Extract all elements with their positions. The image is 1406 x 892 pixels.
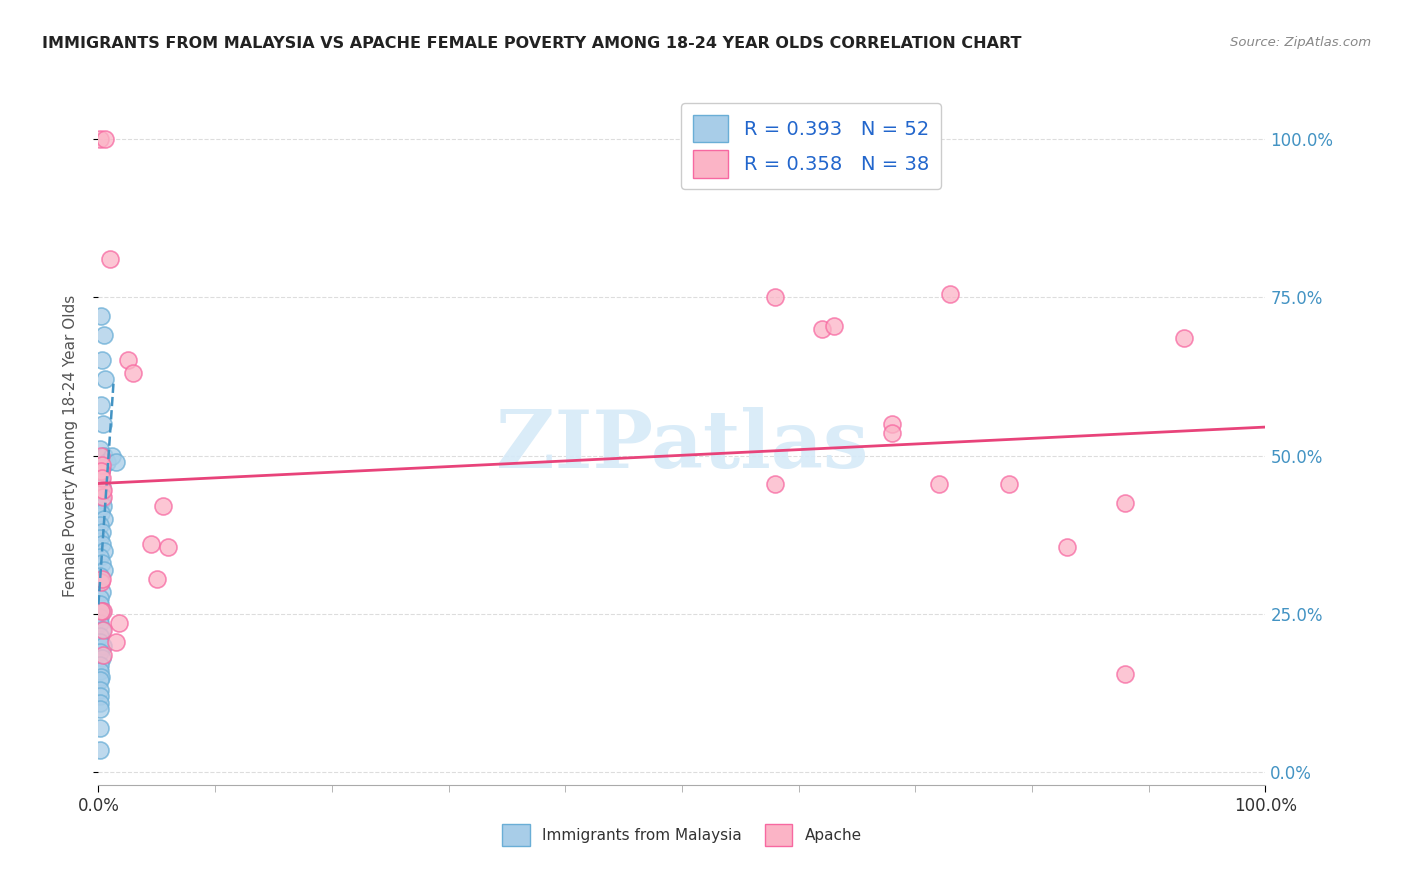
Point [91,648,114,662]
Point [997,477,1019,491]
Point [89,696,111,710]
Point [89,629,111,643]
Point [90,398,112,412]
Point [94,132,117,146]
Point [90,461,112,475]
Point [89,635,111,649]
Point [90,309,112,323]
Point [89,673,111,688]
Point [91,483,114,498]
Point [823,318,845,333]
Point [93,328,115,343]
Point [763,290,786,304]
Point [90,483,112,498]
Point [91,639,114,653]
Point [101,449,124,463]
Point [89,645,111,659]
Point [146,572,169,586]
Point [89,518,111,533]
Point [139,537,162,551]
Point [93,563,115,577]
Point [89,664,111,678]
Point [94,372,117,386]
Point [1114,496,1136,510]
Text: Source: ZipAtlas.com: Source: ZipAtlas.com [1230,36,1371,49]
Point [91,604,114,618]
Point [89,610,111,624]
Point [89,702,111,716]
Point [93,512,115,526]
Point [880,426,903,441]
Point [90,556,112,570]
Legend: Immigrants from Malaysia, Apache: Immigrants from Malaysia, Apache [496,818,868,852]
Point [90,670,112,684]
Point [90,449,112,463]
Point [90,464,112,478]
Point [89,569,111,583]
Point [90,584,112,599]
Point [939,287,962,301]
Point [93,543,115,558]
Point [90,524,112,539]
Point [90,506,112,520]
Point [91,623,114,637]
Point [96,455,118,469]
Text: ZIPatlas: ZIPatlas [496,407,868,485]
Point [89,132,111,146]
Point [90,480,112,494]
Point [89,616,111,631]
Point [90,575,112,590]
Point [89,657,111,672]
Text: IMMIGRANTS FROM MALAYSIA VS APACHE FEMALE POVERTY AMONG 18-24 YEAR OLDS CORRELAT: IMMIGRANTS FROM MALAYSIA VS APACHE FEMAL… [42,36,1022,51]
Point [89,690,111,704]
Point [90,623,112,637]
Point [89,531,111,545]
Point [763,477,786,491]
Point [89,575,111,590]
Point [89,467,111,482]
Point [90,537,112,551]
Point [1056,541,1078,555]
Point [880,417,903,431]
Point [89,682,111,697]
Point [93,449,115,463]
Point [90,651,112,665]
Point [90,458,112,472]
Y-axis label: Female Poverty Among 18-24 Year Olds: Female Poverty Among 18-24 Year Olds [63,295,77,597]
Point [89,591,111,605]
Point [89,549,111,564]
Point [1173,331,1195,345]
Point [122,366,145,380]
Point [89,743,111,757]
Point [90,572,112,586]
Point [89,442,111,457]
Point [104,455,127,469]
Point [928,477,950,491]
Point [89,486,111,500]
Point [90,464,112,478]
Point [89,721,111,735]
Point [90,604,112,618]
Point [1114,667,1136,681]
Point [811,322,834,336]
Point [104,635,127,649]
Point [98,252,121,266]
Point [90,604,112,618]
Point [90,353,112,368]
Point [157,541,180,555]
Point [89,598,111,612]
Point [90,492,112,507]
Point [90,474,112,488]
Point [90,471,112,485]
Point [152,499,174,513]
Point [117,353,139,368]
Point [91,417,114,431]
Point [91,499,114,513]
Point [108,616,131,631]
Point [91,490,114,504]
